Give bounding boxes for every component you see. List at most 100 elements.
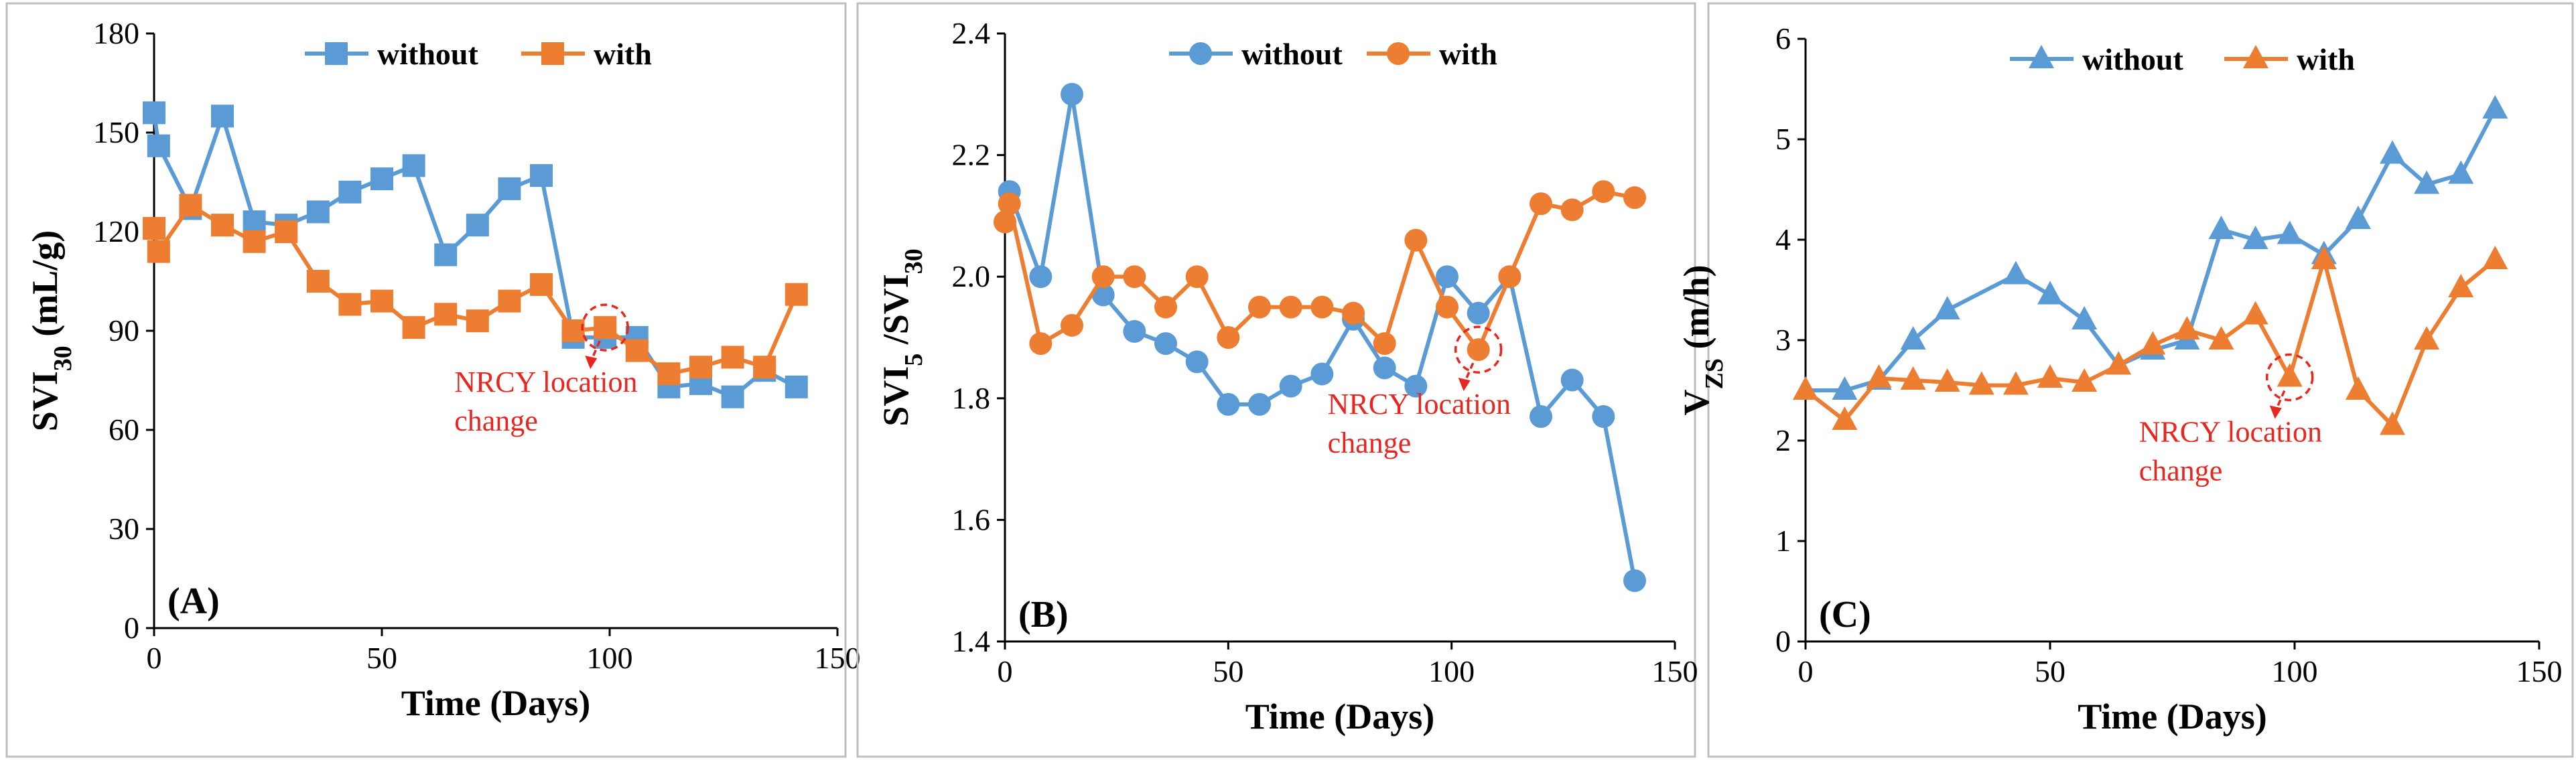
legend-marker-without <box>1189 42 1212 65</box>
data-point-without <box>1310 362 1334 386</box>
data-point-without <box>2003 260 2029 285</box>
data-point-with <box>2277 363 2303 387</box>
y-axis-title: VZS (m/h) <box>1676 265 1728 416</box>
y-tick-label: 2.4 <box>952 16 991 50</box>
data-point-with <box>753 356 776 379</box>
data-point-with <box>1436 295 1459 319</box>
data-point-with <box>594 316 617 339</box>
y-axis-title-subscript: 30 <box>49 346 77 371</box>
series-line-without <box>1003 92 1637 581</box>
y-tick-label: 6 <box>1775 21 1791 56</box>
x-tick-label: 150 <box>1652 654 1698 688</box>
data-point-without <box>143 101 165 125</box>
data-point-with <box>994 210 1016 234</box>
y-tick-label: 120 <box>93 214 139 248</box>
y-tick-label: 2.0 <box>952 259 991 293</box>
x-axis-title: Time (Days) <box>2078 696 2266 737</box>
y-axis-title-main: V <box>1676 389 1716 415</box>
data-point-with <box>2174 316 2200 339</box>
data-point-with <box>1900 366 1926 390</box>
data-point-with <box>2311 246 2337 269</box>
data-point-without <box>147 134 170 157</box>
data-point-with <box>2037 364 2063 388</box>
legend-label-with: with <box>594 37 652 71</box>
data-point-with <box>1342 301 1365 325</box>
annotation-arrow-head <box>2269 405 2282 419</box>
x-tick-label: 150 <box>2516 654 2563 688</box>
y-axis-title: SVI5 /SVI30 <box>876 248 928 427</box>
y-tick-label: 0 <box>124 611 139 645</box>
annotation-highlight-circle <box>2265 353 2314 402</box>
data-point-without <box>2242 226 2268 249</box>
legend-marker-with <box>2243 45 2268 68</box>
data-point-with <box>1310 295 1334 319</box>
data-point-with <box>275 220 298 243</box>
data-point-with <box>1530 192 1552 216</box>
data-point-without <box>1404 374 1428 398</box>
annotation-arrow-head <box>585 356 598 370</box>
y-tick-label: 0 <box>1775 624 1791 658</box>
data-point-without <box>2277 220 2303 244</box>
data-point-with <box>1373 332 1396 356</box>
y-axis-title-units: (mL/g) <box>25 230 65 346</box>
x-tick-label: 100 <box>1428 654 1475 688</box>
data-point-without <box>1279 374 1302 398</box>
chart-panel-c: 0 1 2 3 4 5 6 0 50 100 150 Time (Days) VZS (m/h) with… <box>1676 2 2574 758</box>
y-tick-label: 30 <box>109 512 139 546</box>
legend-marker-without <box>2029 45 2054 68</box>
x-axis-title: Time (Days) <box>1245 696 1434 737</box>
legend-label-with: with <box>2297 42 2355 76</box>
data-point-with <box>2242 301 2268 325</box>
data-point-with <box>2140 331 2166 355</box>
x-tick-label: 100 <box>587 641 633 675</box>
data-point-with <box>338 293 362 316</box>
y-axis-title-subscript: 30 <box>900 248 928 274</box>
data-point-with <box>143 217 165 240</box>
data-point-with <box>1560 198 1584 222</box>
data-point-with <box>1498 265 1521 289</box>
data-point-without <box>530 164 553 187</box>
data-point-without <box>785 375 808 398</box>
data-point-with <box>243 230 266 253</box>
data-point-with <box>1968 371 1994 395</box>
data-point-with <box>1154 295 1177 319</box>
y-tick-label: 4 <box>1775 222 1791 256</box>
data-point-with <box>1248 295 1271 319</box>
data-point-with <box>2414 326 2440 350</box>
data-point-with <box>1029 332 1053 356</box>
data-point-with <box>434 303 458 326</box>
data-point-with <box>2482 246 2508 269</box>
data-point-with <box>689 356 712 379</box>
y-tick-label: 1.6 <box>952 502 991 536</box>
x-tick-label: 50 <box>1213 654 1243 688</box>
data-point-with <box>1793 376 1818 400</box>
x-tick-label: 0 <box>998 654 1013 688</box>
data-point-with <box>561 319 585 342</box>
data-point-without <box>1185 350 1209 374</box>
data-point-without <box>2345 206 2371 229</box>
annotation-text: NRCY location <box>2139 416 2322 449</box>
data-point-without <box>2380 140 2405 164</box>
annotation-arrow-line <box>2275 390 2286 410</box>
legend-marker-with <box>541 42 564 65</box>
data-point-with <box>1185 265 1209 289</box>
y-tick-label: 60 <box>109 412 139 447</box>
data-point-without <box>2208 216 2234 239</box>
data-point-without <box>211 104 234 128</box>
data-point-with <box>402 316 425 339</box>
data-point-with <box>998 192 1021 216</box>
y-tick-label: 180 <box>93 16 139 50</box>
panel-label: (B) <box>1018 594 1069 635</box>
data-point-without <box>1029 265 1053 289</box>
data-point-without <box>1934 296 1960 319</box>
x-tick-label: 0 <box>147 641 162 675</box>
data-point-with <box>530 273 553 296</box>
data-point-with <box>1061 313 1083 337</box>
data-point-with <box>1934 368 1960 392</box>
y-axis-title-main: SVI <box>25 371 65 431</box>
legend-marker-without <box>325 42 348 65</box>
x-tick-label: 50 <box>366 641 397 675</box>
data-point-with <box>306 270 330 293</box>
